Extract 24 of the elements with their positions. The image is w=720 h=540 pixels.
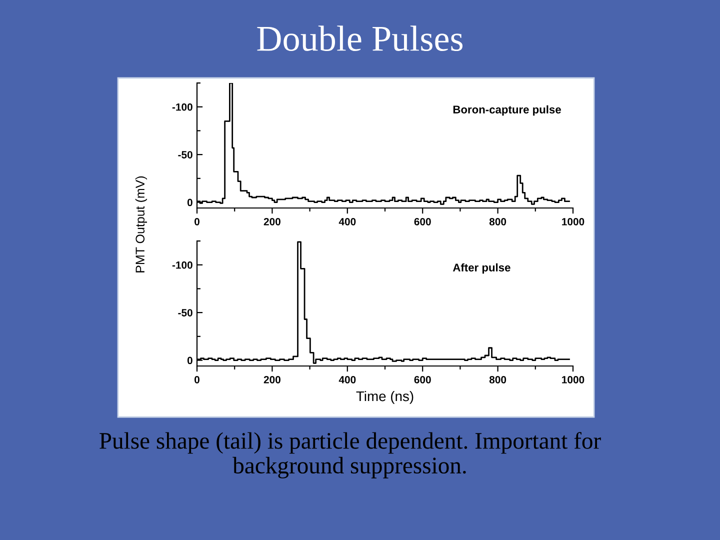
x-tick-label: 200 — [264, 376, 280, 384]
chart-title: Double Pulses — [257, 26, 463, 52]
x-tick-label: 400 — [338, 218, 356, 226]
x-tick-label: 600 — [414, 218, 431, 226]
x-tick-label: 1000 — [562, 376, 584, 384]
x-tick-label: 800 — [489, 218, 506, 226]
text: Pulse shape (tail) is particle dependent. Important for background suppression. — [100, 432, 601, 478]
y-tick-label: 0 — [187, 356, 192, 364]
x-tick-label: 200 — [264, 218, 280, 226]
x-tick-label: 0 — [194, 218, 200, 226]
annotation: After pulse — [452, 263, 510, 274]
y-tick-label: -100 — [172, 103, 192, 111]
annotation: Boron-capture pulse — [453, 105, 561, 116]
y-tick-label: -50 — [178, 151, 192, 158]
x-tick-label: 400 — [338, 376, 356, 384]
y-tick-label: -100 — [172, 261, 192, 269]
y-tick-label: 0 — [187, 198, 192, 206]
x-tick-label: 0 — [194, 376, 200, 384]
x-tick-label: 600 — [414, 376, 431, 384]
y-axis-title: PMT Output (mV) — [135, 176, 147, 272]
x-tick-label: 800 — [489, 376, 506, 384]
x-axis-title: Time (ns) — [356, 390, 414, 404]
y-tick-label: -50 — [178, 309, 192, 316]
x-tick-label: 1000 — [562, 218, 584, 226]
